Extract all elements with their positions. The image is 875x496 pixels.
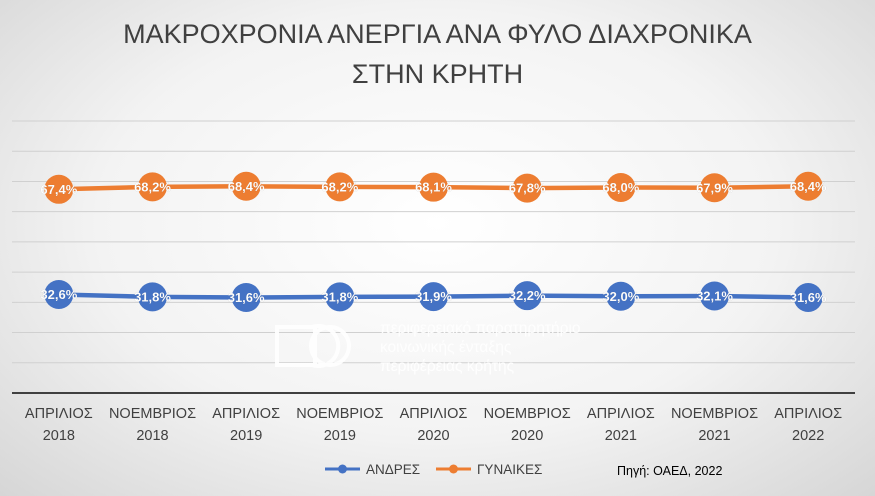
data-label-gynaikes: 68,4% [228,179,265,194]
data-point-andres [512,281,542,311]
source-note: Πηγή: ΟΑΕΔ, 2022 [617,464,722,478]
data-label-gynaikes: 68,4% [790,179,827,194]
data-point-gynaikes [606,172,636,202]
data-label-gynaikes: 68,2% [321,179,358,194]
data-point-andres [325,282,355,312]
legend-item-gynaikes: ΓΥΝΑΙΚΕΣ [436,462,542,477]
data-label-andres: 31,8% [321,289,358,304]
data-label-gynaikes: 67,4% [40,182,77,197]
legend: ΑΝΔΡΕΣ ΓΥΝΑΙΚΕΣ [325,462,542,477]
data-label-andres: 32,6% [40,287,77,302]
data-point-andres [138,282,167,312]
x-tick-label: ΑΠΡΙΛΙΟΣ 2022 [774,406,842,444]
legend-label-andres: ΑΝΔΡΕΣ [366,462,420,477]
data-label-andres: 31,8% [134,289,171,304]
x-tick-label: ΑΠΡΙΛΙΟΣ 2020 [400,406,468,444]
data-label-andres: 32,2% [509,288,546,303]
data-label-gynaikes: 67,9% [696,180,733,195]
series-points: 32,6% 31,8% 31,6% 31,8% 31,9% 32,2% 32,0% 32,1%… [40,171,827,312]
chart-title-line-1: ΜΑΚΡΟΧΡΟΝΙΑ ΑΝΕΡΓΙΑ ΑΝΑ ΦΥΛΟ ΔΙΑΧΡΟΝΙΚΑ [123,19,752,49]
data-point-andres [44,279,74,309]
data-label-andres: 31,6% [790,290,827,305]
data-label-gynaikes: 67,8% [509,181,546,196]
watermark-line-3: περιφέρειας κρήτης [380,358,514,375]
watermark: περιφερειακό παρατηρητήριο κοινωνικής έν… [275,320,580,375]
data-label-andres: 32,0% [602,289,639,304]
legend-swatch-marker-gynaikes [449,464,458,474]
data-label-gynaikes: 68,1% [415,180,452,195]
x-tick-label: ΑΠΡΙΛΙΟΣ 2019 [212,406,280,444]
data-point-gynaikes [700,173,729,203]
data-point-gynaikes [512,173,542,203]
x-tick-label: ΑΠΡΙΛΙΟΣ 2021 [587,406,655,444]
data-label-andres: 31,6% [228,290,265,305]
data-point-andres [606,281,636,311]
watermark-line-2: κοινωνικής ένταξης [380,339,511,356]
chart-title-line-2: ΣΤΗΝ ΚΡΗΤΗ [352,59,523,89]
data-point-andres [419,282,448,312]
data-point-gynaikes [325,172,355,202]
data-point-andres [700,281,729,311]
x-tick-label: ΝΟΕΜΒΡΙΟΣ 2018 [109,406,196,444]
x-tick-label: ΝΟΕΜΒΡΙΟΣ 2019 [296,406,383,444]
data-point-gynaikes [231,171,261,201]
x-axis-tick-labels: ΑΠΡΙΛΙΟΣ 2018 ΝΟΕΜΒΡΙΟΣ 2018 ΑΠΡΙΛΙΟΣ 2019 ΝΟΕ… [25,406,842,444]
data-point-andres [793,282,823,312]
data-point-gynaikes [138,172,167,202]
data-label-andres: 32,1% [696,288,733,303]
data-point-andres [231,282,261,312]
x-tick-label: ΝΟΕΜΒΡΙΟΣ 2020 [484,406,571,444]
x-tick-label: ΑΠΡΙΛΙΟΣ 2018 [25,406,93,444]
data-point-gynaikes [44,174,74,204]
legend-swatch-marker-andres [338,464,347,474]
watermark-logo [275,324,351,368]
data-label-gynaikes: 68,2% [134,179,171,194]
legend-label-gynaikes: ΓΥΝΑΙΚΕΣ [477,462,542,477]
data-label-andres: 31,9% [415,289,452,304]
data-label-gynaikes: 68,0% [602,180,639,195]
watermark-line-1: περιφερειακό παρατηρητήριο [380,320,580,337]
legend-item-andres: ΑΝΔΡΕΣ [325,462,420,477]
data-point-gynaikes [793,171,823,201]
x-tick-label: ΝΟΕΜΒΡΙΟΣ 2021 [671,406,758,444]
data-point-gynaikes [419,172,448,202]
